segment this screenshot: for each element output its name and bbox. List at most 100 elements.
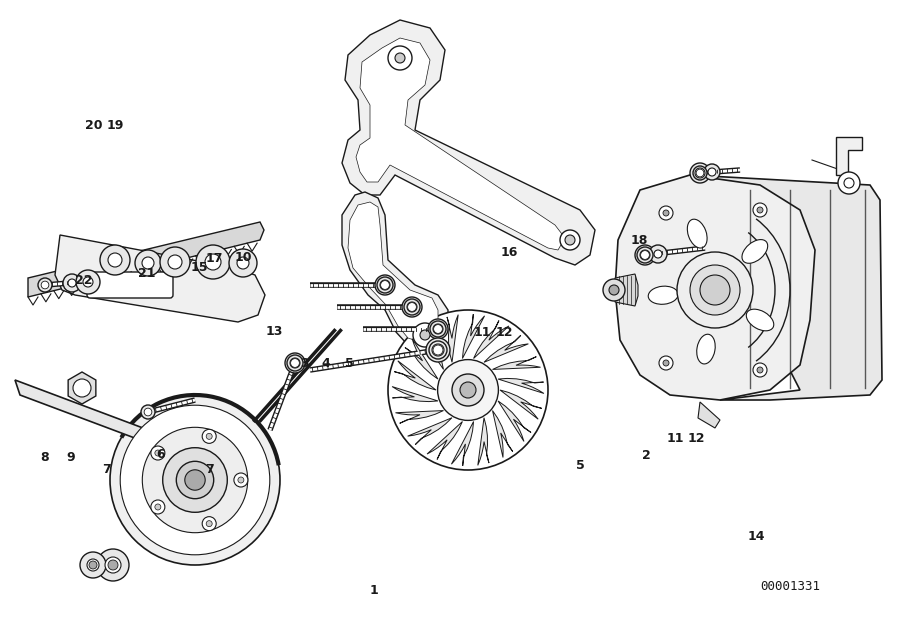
Circle shape <box>108 253 122 267</box>
Text: 14: 14 <box>747 530 765 543</box>
Circle shape <box>430 321 446 337</box>
Circle shape <box>677 252 753 328</box>
Circle shape <box>420 330 430 340</box>
Text: 5: 5 <box>345 357 354 370</box>
Text: 13: 13 <box>266 325 284 338</box>
Circle shape <box>690 163 710 183</box>
Circle shape <box>80 552 106 578</box>
Circle shape <box>142 257 154 269</box>
Polygon shape <box>498 401 531 441</box>
Polygon shape <box>342 192 448 348</box>
Text: 10: 10 <box>234 251 252 264</box>
Circle shape <box>388 310 548 470</box>
Polygon shape <box>690 175 882 400</box>
Text: 17: 17 <box>205 252 223 265</box>
Polygon shape <box>492 411 513 457</box>
Circle shape <box>110 395 280 565</box>
Polygon shape <box>356 38 565 250</box>
Circle shape <box>144 408 152 416</box>
Circle shape <box>151 446 165 460</box>
Polygon shape <box>428 422 463 460</box>
Circle shape <box>413 323 437 347</box>
Circle shape <box>83 277 93 287</box>
Polygon shape <box>484 335 528 363</box>
Ellipse shape <box>742 239 768 264</box>
Circle shape <box>41 281 49 289</box>
Circle shape <box>155 450 161 456</box>
Polygon shape <box>492 357 541 370</box>
Circle shape <box>693 166 707 180</box>
Circle shape <box>184 470 205 490</box>
Circle shape <box>377 277 393 293</box>
Circle shape <box>428 319 448 339</box>
Polygon shape <box>28 222 264 297</box>
Text: 16: 16 <box>500 246 518 259</box>
Circle shape <box>697 169 704 177</box>
Text: 21: 21 <box>138 267 156 279</box>
Circle shape <box>690 265 740 315</box>
Circle shape <box>404 299 420 315</box>
Circle shape <box>753 203 767 217</box>
Circle shape <box>202 517 216 531</box>
Text: 11: 11 <box>666 432 684 444</box>
Circle shape <box>433 345 443 355</box>
Polygon shape <box>615 274 638 306</box>
Circle shape <box>700 275 730 305</box>
Circle shape <box>89 561 97 569</box>
Polygon shape <box>478 418 489 465</box>
Circle shape <box>433 324 443 334</box>
Circle shape <box>654 250 662 258</box>
Circle shape <box>142 427 248 533</box>
Text: 6: 6 <box>156 448 165 461</box>
Text: 20: 20 <box>85 119 103 132</box>
Polygon shape <box>500 390 542 419</box>
Circle shape <box>663 360 669 366</box>
Text: 12: 12 <box>688 432 706 444</box>
Circle shape <box>426 338 450 362</box>
Circle shape <box>287 355 303 371</box>
Text: 00001331: 00001331 <box>760 580 820 594</box>
Polygon shape <box>836 137 862 175</box>
Circle shape <box>637 247 653 263</box>
Ellipse shape <box>746 309 774 331</box>
Circle shape <box>560 230 580 250</box>
Circle shape <box>234 473 248 487</box>
Circle shape <box>460 382 476 398</box>
Circle shape <box>176 461 213 498</box>
Circle shape <box>437 359 499 420</box>
Circle shape <box>649 245 667 263</box>
Polygon shape <box>473 321 508 359</box>
Circle shape <box>205 254 221 270</box>
Circle shape <box>105 557 121 573</box>
Polygon shape <box>15 380 220 470</box>
Circle shape <box>704 164 720 180</box>
Circle shape <box>381 281 390 290</box>
Circle shape <box>395 53 405 63</box>
Polygon shape <box>447 314 458 363</box>
Text: 9: 9 <box>66 451 75 464</box>
Polygon shape <box>615 175 815 400</box>
Circle shape <box>160 247 190 277</box>
Polygon shape <box>463 314 484 359</box>
Circle shape <box>97 549 129 581</box>
Text: 3: 3 <box>300 357 309 370</box>
Circle shape <box>168 255 182 269</box>
Circle shape <box>163 448 228 512</box>
Circle shape <box>753 363 767 377</box>
Polygon shape <box>395 411 444 424</box>
Circle shape <box>121 405 270 555</box>
Circle shape <box>285 353 305 373</box>
Circle shape <box>291 359 300 368</box>
Polygon shape <box>405 338 438 379</box>
Circle shape <box>206 433 212 439</box>
Polygon shape <box>348 202 438 342</box>
Circle shape <box>434 324 443 333</box>
Polygon shape <box>698 402 720 428</box>
Polygon shape <box>452 422 473 466</box>
Circle shape <box>229 249 257 277</box>
Polygon shape <box>498 378 544 394</box>
Circle shape <box>238 477 244 483</box>
Circle shape <box>844 178 854 188</box>
Circle shape <box>375 275 395 295</box>
Circle shape <box>452 374 484 406</box>
